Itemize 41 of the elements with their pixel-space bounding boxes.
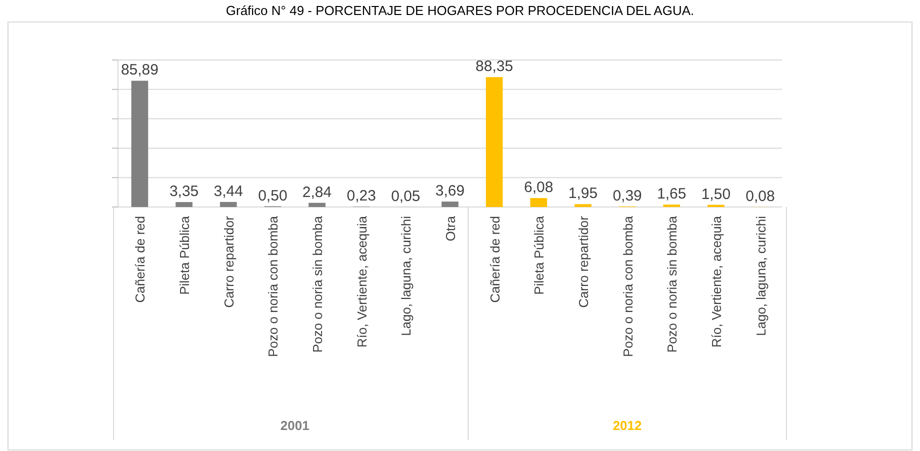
data-label: 0,39 <box>612 187 642 204</box>
bar <box>308 202 326 207</box>
x-tick-label: Lago, laguna, curichi <box>753 216 768 336</box>
data-label: 88,35 <box>476 58 514 76</box>
data-label: 0,05 <box>391 188 420 205</box>
bar <box>530 198 548 207</box>
bar <box>442 202 458 207</box>
x-tick-label: Cañería de red <box>132 216 148 303</box>
x-tick-label: Pozo o noria con bomba <box>266 215 281 357</box>
data-label: 0,50 <box>258 187 288 204</box>
bar <box>486 77 503 207</box>
data-label: 85,89 <box>120 62 158 79</box>
x-tick-label: Cañería de red <box>487 216 502 303</box>
data-label: 1,95 <box>568 185 598 202</box>
x-tick-label: Carro repartidor <box>576 215 591 308</box>
bar <box>176 202 192 207</box>
x-tick-label: Pileta Pública <box>177 215 192 295</box>
data-label: 0,08 <box>746 188 775 205</box>
x-tick-label: Otra <box>443 215 458 242</box>
x-tick-label: Pileta Pública <box>532 215 547 295</box>
data-label: 0,23 <box>346 188 376 205</box>
x-tick-label: Pozo o noria sin bomba <box>310 215 326 353</box>
data-label: 1,50 <box>701 186 731 203</box>
data-label: 6,08 <box>524 179 554 196</box>
text: 2012 <box>612 418 642 433</box>
data-label: 1,65 <box>657 186 686 203</box>
chart-title: Gráfico N° 49 - PORCENTAJE DE HOGARES POR PROCEDENCIA DEL AGUA. <box>226 3 694 18</box>
text: 2001 <box>280 418 310 433</box>
data-label: 2,84 <box>302 184 332 201</box>
x-tick-label: Carro repartidor <box>221 215 236 308</box>
bar <box>220 202 237 207</box>
data-label: 3,69 <box>435 182 465 200</box>
x-tick-label: Pozo o noria sin bomba <box>664 215 680 353</box>
data-label: 3,44 <box>214 182 243 200</box>
x-tick-label: Lago, laguna, curichi <box>398 216 414 336</box>
x-tick-label: Río, Vertiente, acequia <box>708 215 724 348</box>
bar <box>574 204 592 207</box>
data-label: 3,35 <box>169 183 199 200</box>
x-tick-label: Río, Vertiente, acequia <box>354 215 370 348</box>
bar <box>131 80 148 207</box>
x-tick-label: Pozo o noria con bomba <box>620 215 636 357</box>
